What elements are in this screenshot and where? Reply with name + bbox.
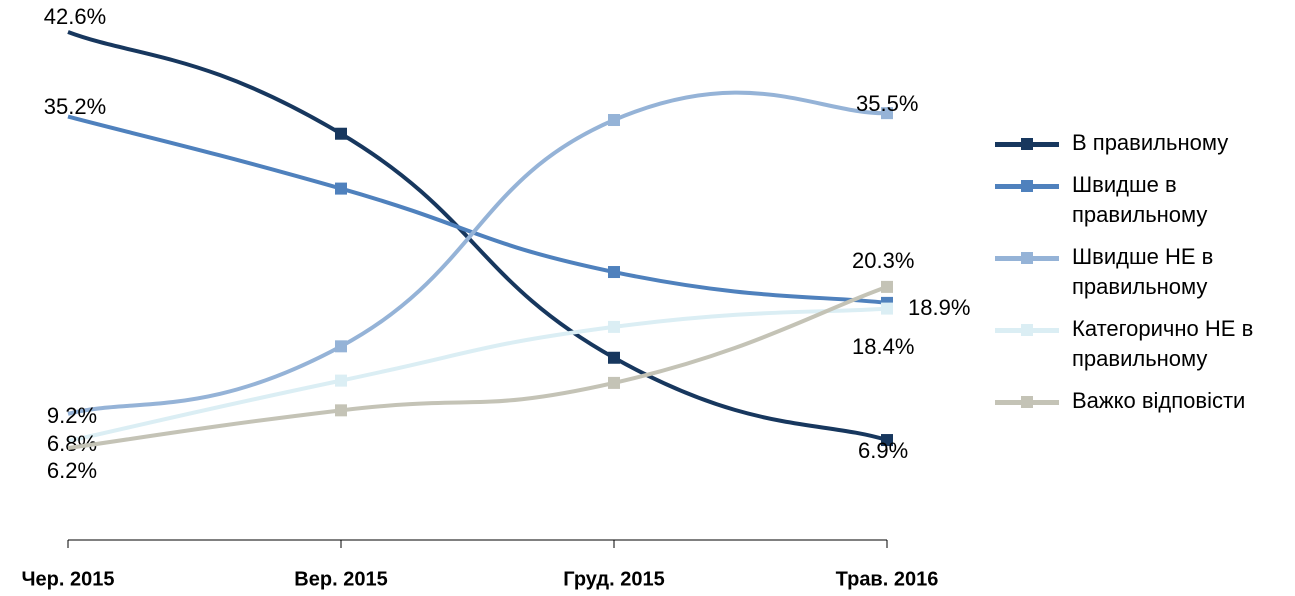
data-label: 18.4% (852, 334, 914, 359)
legend-marker (1021, 396, 1033, 408)
x-tick-label: Вер. 2015 (294, 568, 387, 590)
point-marker (881, 107, 893, 120)
point-marker (881, 434, 893, 447)
point-marker (335, 404, 347, 417)
series-line (67, 114, 888, 305)
legend-label: Швидше в правильному (1072, 172, 1208, 227)
legend-marker (1021, 324, 1033, 336)
point-marker (608, 376, 620, 389)
point-marker (335, 374, 347, 387)
data-label: 35.5% (856, 91, 918, 116)
series-line (67, 306, 888, 444)
legend-item: Швидше НЕ в правильному (995, 242, 1265, 302)
x-tick-label: Чер. 2015 (22, 568, 115, 590)
point-marker (608, 114, 620, 127)
series-line (67, 90, 888, 416)
x-tick-label: Трав. 2016 (836, 568, 939, 590)
legend-item: Швидше в правильному (995, 170, 1265, 230)
point-marker (608, 320, 620, 333)
legend-marker (1021, 252, 1033, 264)
point-marker (335, 182, 347, 195)
data-label: 6.9% (858, 438, 908, 463)
point-marker (881, 280, 893, 293)
point-marker (608, 351, 620, 364)
point-marker (335, 127, 347, 140)
data-label: 35.2% (44, 94, 106, 119)
legend-label: Категорично НЕ в правильному (1072, 316, 1254, 371)
legend-item: Категорично НЕ в правильному (995, 314, 1265, 374)
legend-item: В правильному (995, 128, 1265, 158)
legend-marker (1021, 180, 1033, 192)
legend-label: Швидше НЕ в правильному (1072, 244, 1214, 299)
data-label: 6.2% (47, 458, 97, 483)
legend-marker (1021, 138, 1033, 150)
legend-label: Важко відповісти (1072, 388, 1246, 413)
data-label: 42.6% (44, 4, 106, 29)
data-label: 18.9% (908, 295, 970, 320)
data-label: 20.3% (852, 248, 914, 273)
legend-label: В правильному (1072, 130, 1229, 155)
point-marker (335, 340, 347, 353)
point-marker (881, 302, 893, 315)
series-line (67, 285, 888, 451)
series-line (67, 30, 888, 442)
point-marker (608, 266, 620, 279)
legend-item: Важко відповісти (995, 386, 1265, 416)
legend: В правильному Швидше в правильному Швидше … (995, 128, 1265, 428)
x-tick-label: Груд. 2015 (563, 568, 664, 590)
data-label: 9.2% (47, 403, 97, 428)
